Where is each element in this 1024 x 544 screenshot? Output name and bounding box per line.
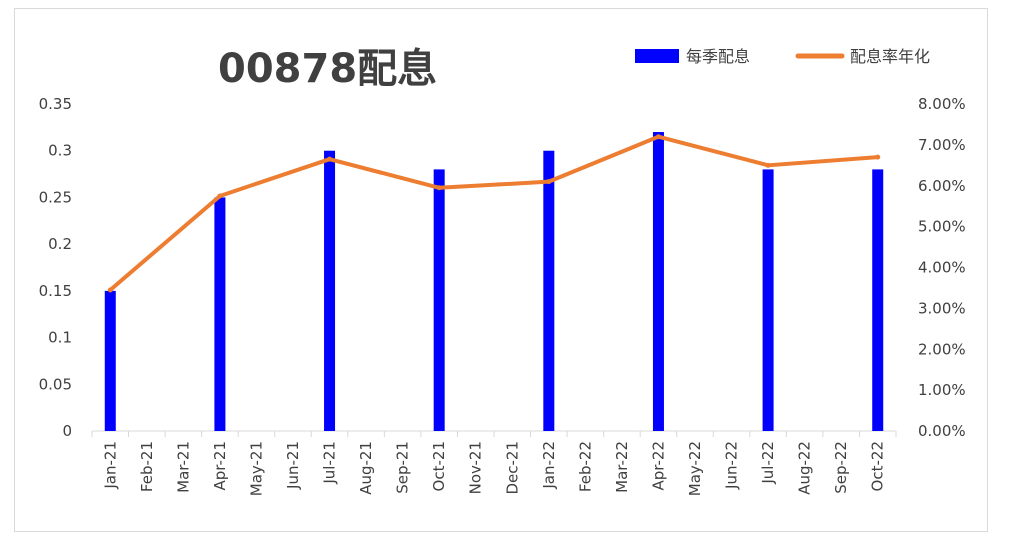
x-tick-label: Apr-21	[211, 441, 229, 491]
y-right-tick-label: 2.00%	[918, 340, 966, 358]
y-right-tick-label: 4.00%	[918, 259, 966, 277]
x-tick-label: Oct-21	[430, 441, 448, 491]
x-tick-label: Oct-22	[869, 441, 887, 491]
legend-label-line: 配息率年化	[850, 47, 930, 66]
x-tick-label: Jan-21	[101, 441, 119, 490]
x-tick-label: Sep-21	[394, 441, 412, 494]
y-left-tick-label: 0.3	[48, 142, 72, 160]
x-tick-label: Jun-21	[284, 441, 302, 490]
x-tick-label: Jun-22	[723, 441, 741, 490]
x-tick-label: Apr-22	[649, 441, 667, 491]
x-tick-label: Feb-22	[576, 441, 594, 492]
bar	[652, 132, 664, 431]
legend-label-bar: 每季配息	[686, 47, 750, 66]
y-right-tick-label: 1.00%	[918, 381, 966, 399]
x-tick-label: Mar-22	[613, 441, 631, 493]
y-right-tick-label: 6.00%	[918, 177, 966, 195]
y-left-tick-label: 0.05	[39, 375, 72, 393]
y-right-tick-label: 0.00%	[918, 422, 966, 440]
line-point	[546, 179, 552, 185]
y-left-tick-label: 0.2	[48, 235, 72, 253]
line-point	[436, 185, 442, 191]
x-tick-label: May-22	[686, 441, 704, 496]
x-tick-label: Mar-21	[174, 441, 192, 493]
line-point	[217, 193, 223, 199]
line-point	[327, 156, 333, 162]
y-left-tick-label: 0.25	[39, 188, 72, 206]
x-tick-label: Jan-22	[540, 441, 558, 490]
x-tick-label: Nov-21	[467, 441, 485, 494]
x-tick-label: Aug-22	[796, 441, 814, 495]
legend-swatch-bar	[635, 49, 679, 63]
bar	[214, 197, 226, 431]
y-left-tick-label: 0.15	[39, 282, 72, 300]
y-right-tick-label: 5.00%	[918, 218, 966, 236]
y-left-tick-label: 0.35	[39, 95, 72, 113]
x-tick-label: May-21	[247, 441, 265, 496]
chart-frame	[14, 8, 988, 532]
y-left-tick-label: 0	[62, 422, 72, 440]
bar	[543, 150, 555, 431]
x-tick-label: Feb-21	[138, 441, 156, 492]
line-point	[655, 134, 661, 140]
y-right-tick-label: 3.00%	[918, 299, 966, 317]
line-point	[107, 287, 113, 293]
bar	[872, 169, 884, 431]
line-point	[875, 154, 881, 160]
bar	[104, 290, 116, 431]
line-point	[765, 162, 771, 168]
chart-title: 00878配息	[218, 46, 437, 92]
bar	[324, 150, 336, 431]
x-tick-label: Sep-22	[832, 441, 850, 494]
y-right-tick-label: 7.00%	[918, 136, 966, 154]
line-series	[108, 134, 880, 292]
x-tick-label: Jul-22	[759, 441, 777, 485]
bar	[433, 169, 445, 431]
x-tick-label: Jul-21	[321, 441, 339, 485]
y-left-tick-label: 0.1	[48, 329, 72, 347]
y-right-tick-label: 8.00%	[918, 95, 966, 113]
bar	[762, 169, 774, 431]
x-tick-label: Dec-21	[503, 441, 521, 495]
x-tick-label: Aug-21	[357, 441, 375, 495]
